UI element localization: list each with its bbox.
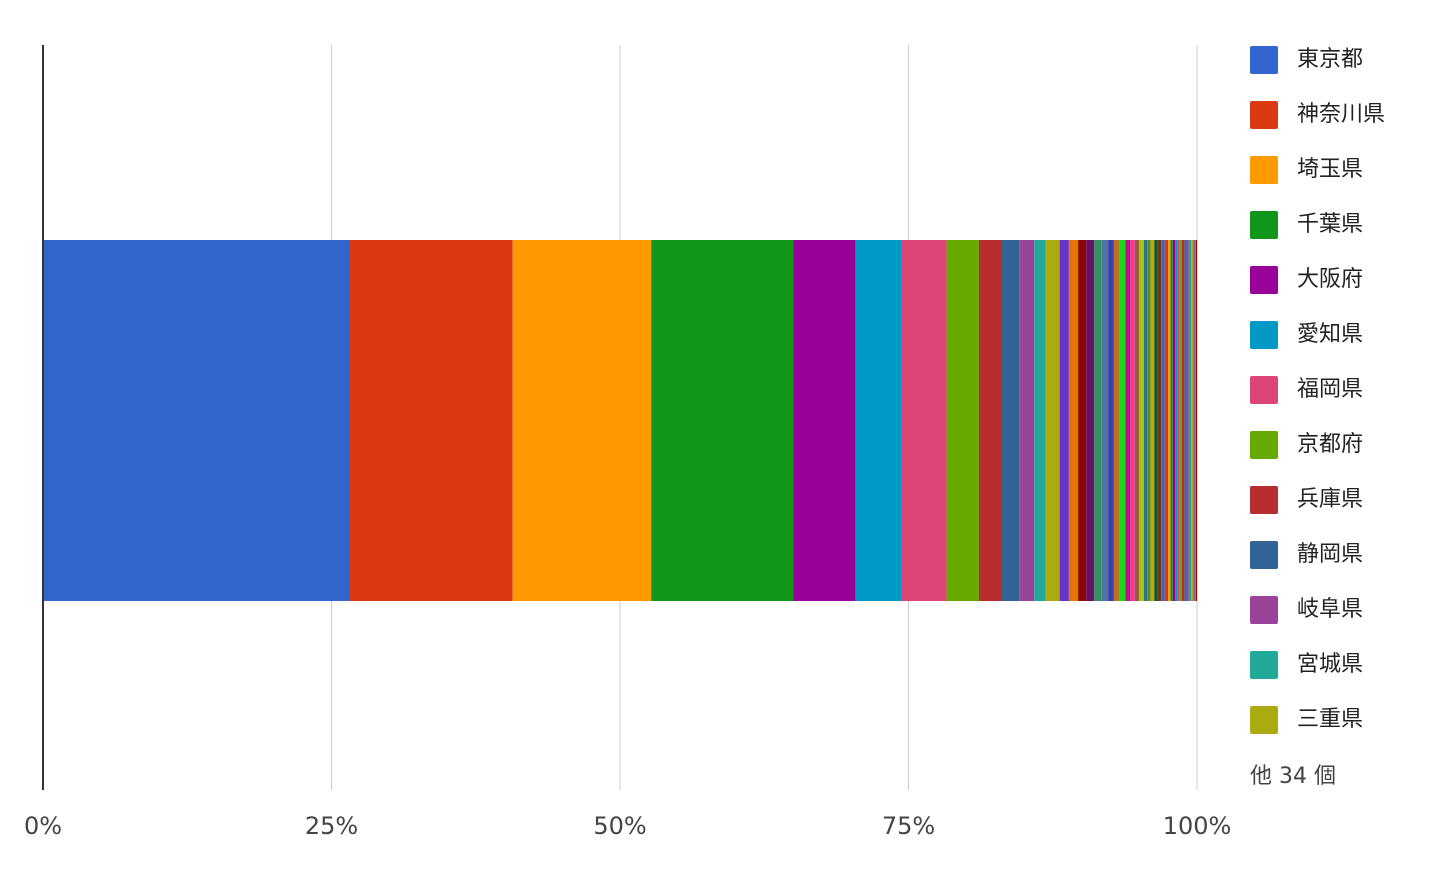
legend-label: 大阪府	[1297, 267, 1363, 292]
legend-swatch	[1250, 431, 1278, 459]
bar-segment	[946, 240, 979, 601]
legend-label: 京都府	[1297, 432, 1363, 457]
bar-segment	[1143, 240, 1148, 601]
legend-label: 千葉県	[1297, 212, 1363, 237]
bar-segment	[43, 240, 350, 601]
bar-segment	[1134, 240, 1140, 601]
legend-swatch	[1250, 541, 1278, 569]
bar-segment	[1034, 240, 1046, 601]
bar-segment	[1094, 240, 1102, 601]
bar-segment	[1101, 240, 1109, 601]
bar-segment	[1130, 240, 1135, 601]
legend-label: 兵庫県	[1297, 487, 1363, 512]
bar-segment	[1157, 240, 1162, 601]
bar-segment	[651, 240, 794, 601]
legend-label: 静岡県	[1297, 542, 1363, 567]
legend-swatch	[1250, 266, 1278, 294]
legend-swatch	[1250, 156, 1278, 184]
bar-segment	[1194, 240, 1196, 601]
legend-swatch	[1250, 321, 1278, 349]
legend-label: 埼玉県	[1297, 157, 1363, 182]
bar-segment	[1170, 240, 1173, 601]
bar-segment	[1078, 240, 1087, 601]
bar-segment	[901, 240, 947, 601]
legend-label: 宮城県	[1297, 652, 1363, 677]
bar-segment	[1147, 240, 1151, 601]
bar-segment	[1001, 240, 1020, 601]
bar-segment	[1172, 240, 1176, 601]
bar-segment	[793, 240, 856, 601]
legend-swatch	[1250, 596, 1278, 624]
bar-segment	[1154, 240, 1158, 601]
legend-swatch	[1250, 486, 1278, 514]
legend-more: 他 34 個	[1250, 764, 1336, 789]
bar-segment	[1195, 240, 1197, 601]
legend-label: 愛知県	[1297, 322, 1363, 347]
bar-segment	[1164, 240, 1169, 601]
bar-segment	[855, 240, 902, 601]
bar-segment	[1086, 240, 1095, 601]
bar-segment	[1193, 240, 1195, 601]
legend-label: 東京都	[1297, 47, 1363, 72]
legend-label: 三重県	[1297, 707, 1363, 732]
legend-label: 福岡県	[1297, 377, 1363, 402]
legend-label: 岐阜県	[1297, 597, 1363, 622]
bar-segment	[1175, 240, 1178, 601]
x-tick-label: 75%	[882, 812, 935, 840]
bar-segment	[1191, 240, 1194, 601]
bar-segment	[1168, 240, 1171, 601]
bar-segment	[1181, 240, 1185, 601]
bar-segment	[1177, 240, 1180, 601]
legend-swatch	[1250, 651, 1278, 679]
legend-swatch	[1250, 376, 1278, 404]
bar-segment	[1161, 240, 1165, 601]
legend-swatch	[1250, 46, 1278, 74]
x-tick-label: 100%	[1163, 812, 1232, 840]
bar-segment	[1113, 240, 1120, 601]
bar-segment	[1059, 240, 1069, 601]
legend-swatch	[1250, 101, 1278, 129]
bar-segment	[978, 240, 1002, 601]
bar-segment	[1150, 240, 1155, 601]
legend-label: 神奈川県	[1297, 102, 1385, 127]
bar-segment	[349, 240, 513, 601]
x-tick-label: 50%	[593, 812, 646, 840]
bar-segment	[512, 240, 652, 601]
bar-segment	[1108, 240, 1114, 601]
bar-segment	[1125, 240, 1131, 601]
bar-segment	[1068, 240, 1079, 601]
bar-segment	[1045, 240, 1060, 601]
bar-segment	[1186, 240, 1189, 601]
x-tick-label: 25%	[305, 812, 358, 840]
legend-swatch	[1250, 706, 1278, 734]
bar-segment	[1188, 240, 1192, 601]
bar-segment	[1184, 240, 1187, 601]
bar-segment	[1179, 240, 1182, 601]
bar-segment	[1019, 240, 1035, 601]
bar-segment	[1119, 240, 1126, 601]
legend-swatch	[1250, 211, 1278, 239]
x-tick-label: 0%	[24, 812, 62, 840]
bar-segment	[1139, 240, 1144, 601]
